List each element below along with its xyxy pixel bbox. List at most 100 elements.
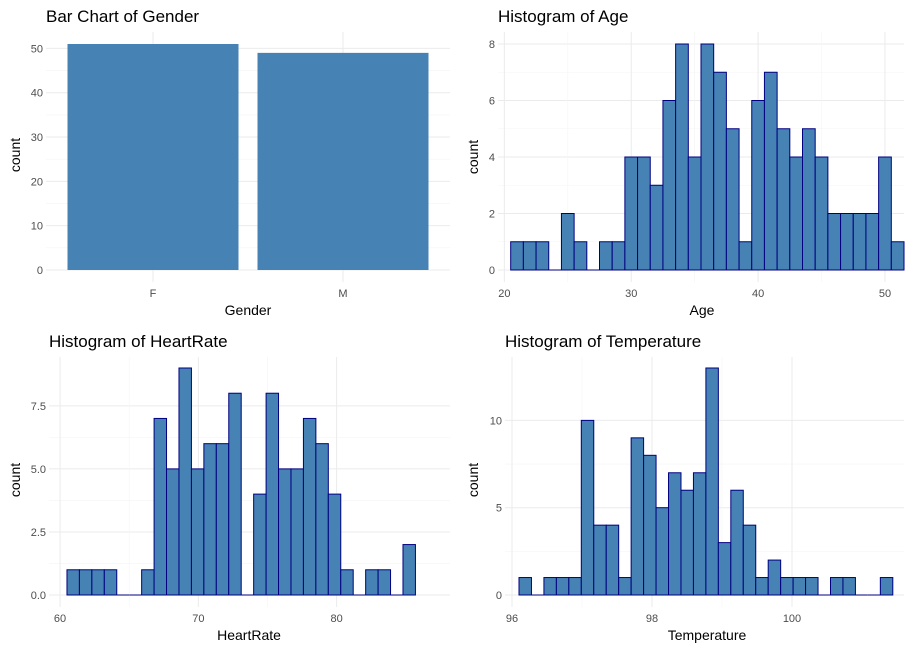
histogram-bar [377, 569, 392, 596]
heartrate-bars [66, 367, 416, 596]
histogram-bar [599, 241, 613, 271]
histogram-bar [805, 577, 819, 596]
histogram-bar [560, 213, 575, 271]
histogram-bar [190, 468, 205, 596]
histogram-bar [518, 577, 532, 596]
histogram-bar [178, 367, 192, 596]
histogram-bar [802, 128, 816, 271]
histogram-bar [668, 472, 682, 596]
histogram-bar [365, 569, 379, 596]
y-tick-label: 10 [31, 221, 43, 233]
x-tick-label: M [338, 288, 347, 300]
y-tick-label: 4 [489, 152, 495, 164]
histogram-bar [630, 437, 645, 596]
histogram-bar [340, 569, 354, 596]
bar-F [67, 44, 239, 270]
histogram-bar [840, 213, 854, 271]
histogram-bar [643, 454, 657, 596]
histogram-bar [141, 569, 155, 596]
histogram-bar [814, 156, 829, 271]
histogram-bar [66, 569, 80, 596]
histogram-bar [792, 577, 807, 596]
histogram-bar [755, 577, 769, 596]
histogram-bar [253, 493, 267, 596]
histogram-bar [649, 184, 664, 271]
histogram-bar [738, 241, 753, 271]
histogram-bar [290, 468, 304, 596]
y-tick-label: 0 [496, 590, 502, 602]
y-tick-label: 50 [31, 43, 43, 55]
panel-age: 20 30 40 50 0 2 4 6 8 Histogram of Age Age count [465, 7, 905, 318]
histogram-bar [730, 489, 744, 596]
y-tick-label: 20 [31, 176, 43, 188]
histogram-bar [842, 577, 856, 596]
histogram-bar [543, 577, 557, 596]
histogram-bar [535, 241, 550, 271]
histogram-bar [852, 213, 867, 271]
histogram-bar [580, 419, 595, 596]
temperature-y-axis-title: count [465, 463, 481, 497]
y-tick-label: 0.0 [31, 590, 46, 602]
histogram-bar [573, 241, 588, 271]
histogram-bar [700, 43, 715, 271]
gender-ticks: F M 0 10 20 30 40 50 [31, 43, 348, 300]
histogram-bar [315, 443, 329, 596]
histogram-bar [680, 489, 694, 596]
histogram-bar [717, 542, 732, 596]
histogram-bar [780, 577, 794, 596]
temperature-title: Histogram of Temperature [505, 332, 701, 351]
histogram-bar [265, 392, 280, 596]
histogram-bar [789, 156, 803, 271]
x-tick-label: 20 [498, 288, 510, 300]
heartrate-grid [49, 357, 450, 607]
bar-M [257, 52, 429, 270]
x-tick-label: 50 [879, 288, 891, 300]
histogram-bar [742, 524, 757, 596]
histogram-bar [568, 577, 582, 596]
histogram-bar [228, 392, 242, 596]
x-tick-label: 100 [783, 613, 801, 625]
x-tick-label: 40 [752, 288, 764, 300]
histogram-bar [675, 43, 689, 271]
gender-y-axis-title: count [7, 138, 23, 172]
y-tick-label: 5.0 [31, 464, 46, 476]
histogram-bar [153, 417, 168, 596]
histogram-bar [302, 417, 317, 596]
histogram-bar [692, 472, 707, 596]
heartrate-title: Histogram of HeartRate [49, 332, 228, 351]
histogram-bar [278, 468, 292, 596]
gender-title: Bar Chart of Gender [46, 7, 199, 26]
histogram-bar [618, 577, 632, 596]
x-tick-label: 70 [192, 613, 204, 625]
y-tick-label: 2 [489, 209, 495, 221]
histogram-bar [878, 156, 892, 271]
panel-gender: F M 0 10 20 30 40 50 Bar Chart of Gender Gender… [7, 7, 450, 318]
histogram-bar [725, 128, 740, 271]
histogram-bar [713, 71, 727, 271]
histogram-bar [510, 241, 524, 271]
y-tick-label: 30 [31, 132, 43, 144]
histogram-bar [637, 156, 651, 271]
x-tick-label: 30 [625, 288, 637, 300]
histogram-bar [215, 443, 230, 596]
x-tick-label: 60 [54, 613, 66, 625]
y-tick-label: 0 [37, 265, 43, 277]
histogram-bar [751, 100, 765, 271]
histogram-bar [327, 493, 342, 596]
y-tick-label: 8 [489, 39, 495, 51]
heartrate-ticks: 60 70 80 0.0 2.5 5.0 7.5 [31, 401, 343, 625]
y-tick-label: 6 [489, 96, 495, 108]
histogram-bar [203, 443, 217, 596]
x-tick-label: F [150, 288, 157, 300]
histogram-bar [890, 241, 905, 271]
y-tick-label: 2.5 [31, 527, 46, 539]
age-title: Histogram of Age [498, 7, 628, 26]
heartrate-x-axis-title: HeartRate [217, 627, 281, 643]
histogram-bar [78, 569, 93, 596]
temperature-bars [518, 367, 894, 596]
histogram-bar [555, 577, 570, 596]
temperature-x-axis-title: Temperature [668, 627, 747, 643]
histogram-bar [687, 156, 702, 271]
histogram-bar [624, 156, 639, 271]
